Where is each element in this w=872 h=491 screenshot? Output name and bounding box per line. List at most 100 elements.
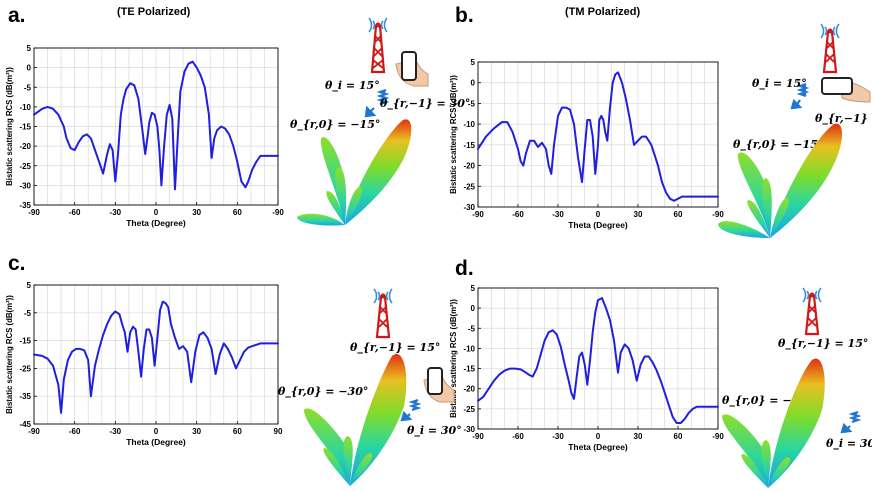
x-tick-label: 0	[596, 432, 601, 441]
x-tick-label: -90	[472, 432, 484, 441]
x-tick-label: -90	[28, 208, 40, 217]
theta-i-label-a: θ_i = 15°	[325, 79, 380, 93]
side-lobe	[741, 454, 768, 488]
y-tick-label: -20	[19, 142, 31, 151]
chart-panel-c: -90 -60 -30 0 30 60 90 5 -5 -15 -25 -35 -45 Theta (De…	[5, 281, 283, 447]
y-tick-label: 5	[27, 281, 32, 290]
panel-label-d: d.	[455, 257, 474, 280]
side-lobe	[297, 213, 345, 226]
x-tick-label: 60	[233, 208, 242, 217]
illustration-d: θ_{r,−1} = 15° θ_{r,0} = −30° θ_i = 30°	[722, 287, 872, 488]
x-tick-label: -60	[69, 208, 81, 217]
y-tick-label: 5	[471, 58, 476, 67]
y-tick-label: -5	[468, 99, 476, 108]
x-tick-label: -30	[110, 208, 122, 217]
y-tick-label: -15	[19, 123, 31, 132]
y-tick-label: -25	[19, 162, 31, 171]
side-lobe	[326, 191, 345, 225]
panel-label-a: a.	[8, 4, 26, 27]
y-tick-label: 0	[27, 64, 32, 73]
x-tick-label: -90	[472, 210, 484, 219]
y-axis-label: Bistatic scattering RCS (dB(m²))	[449, 75, 458, 194]
theta-r-minus1-label-b: θ_{r,−1} = 30°	[815, 112, 872, 126]
x-tick-label: -60	[69, 427, 81, 436]
theta-r0-label-a: θ_{r,0} = −15°	[290, 118, 380, 132]
y-tick-label: -35	[19, 392, 31, 401]
smartphone-icon	[423, 367, 455, 403]
theta-r-minus1-label-d: θ_{r,−1} = 15°	[778, 337, 868, 351]
y-tick-label: -20	[463, 385, 475, 394]
x-tick-label: -60	[512, 432, 524, 441]
theta-r-minus1-label-c: θ_{r,−1} = 15°	[350, 341, 440, 355]
side-lobe	[335, 167, 347, 225]
specular-lobe	[737, 152, 770, 238]
incident-wave-icon	[840, 410, 862, 434]
x-tick-label: 0	[596, 210, 601, 219]
x-axis-label: Theta (Degree)	[568, 442, 628, 452]
specular-lobe	[304, 408, 350, 486]
x-tick-label: 30	[634, 432, 643, 441]
y-tick-label: -20	[463, 162, 475, 171]
panel-label-b: b.	[455, 4, 474, 27]
radiation-pattern-b	[718, 123, 843, 238]
smartphone-icon	[395, 51, 429, 87]
incident-wave-icon	[400, 398, 422, 422]
series-line	[33, 60, 279, 191]
x-tick-label: 30	[192, 208, 201, 217]
x-tick-label: -60	[512, 210, 524, 219]
y-tick-label: -10	[463, 120, 475, 129]
radiation-pattern-d	[722, 358, 825, 488]
x-axis-label: Theta (Degree)	[126, 218, 186, 228]
theta-r-minus1-label-a: θ_{r,−1} = 30°	[380, 97, 470, 111]
y-tick-label: -5	[24, 83, 32, 92]
x-tick-label: -30	[552, 432, 564, 441]
side-lobe	[770, 197, 789, 238]
panel-title-b: (TM Polarized)	[565, 6, 641, 18]
x-tick-label: -30	[552, 210, 564, 219]
side-lobe	[747, 200, 770, 238]
cell-tower-icon	[373, 288, 393, 339]
specular-lobe	[722, 414, 768, 488]
x-tick-label: 60	[233, 427, 242, 436]
x-tick-label: -90	[712, 432, 724, 441]
theta-r0-label-c: θ_{r,0} = −30°	[278, 385, 368, 399]
x-tick-label: 30	[634, 210, 643, 219]
incident-wave-icon	[790, 82, 810, 110]
chart-panel-a: -90 -60 -30 0 30 60 -90 5 0 -5 -10 -15 -20 -25 -30 -35 T…	[5, 44, 284, 228]
y-tick-label: 0	[471, 79, 476, 88]
cell-tower-icon	[820, 23, 840, 74]
y-tick-label: -15	[463, 141, 475, 150]
y-tick-label: -15	[463, 365, 475, 374]
side-lobe	[345, 186, 362, 225]
side-lobe	[718, 221, 770, 238]
y-tick-label: 5	[27, 44, 32, 53]
side-lobe	[350, 453, 373, 486]
cell-tower-icon	[368, 17, 388, 74]
theta-i-label-c: θ_i = 30°	[407, 424, 462, 438]
main-lobe	[345, 119, 412, 225]
x-tick-label: -30	[110, 427, 122, 436]
y-axis-label: Bistatic scattering RCS (dB(m²))	[5, 295, 14, 414]
y-tick-label: -30	[463, 425, 475, 434]
specular-lobe	[320, 137, 345, 225]
y-tick-label: -5	[24, 309, 32, 318]
radiation-pattern-c	[304, 354, 407, 486]
radiation-pattern-a	[297, 119, 412, 226]
y-tick-label: -10	[463, 344, 475, 353]
x-tick-label: 60	[674, 432, 683, 441]
y-tick-label: -30	[19, 181, 31, 190]
main-lobe	[768, 358, 825, 488]
x-tick-label: 0	[154, 208, 159, 217]
y-tick-label: -25	[463, 405, 475, 414]
chart-panel-d: -90 -60 -30 0 30 60 -90 5 0 -5 -10 -15 -20 -25 -30 Thet…	[449, 284, 724, 452]
x-tick-label: -90	[272, 208, 284, 217]
x-tick-label: -90	[712, 210, 724, 219]
y-tick-label: -5	[468, 324, 476, 333]
y-tick-label: -25	[463, 182, 475, 191]
theta-i-label-d: θ_i = 30°	[826, 437, 872, 451]
illustration-c: θ_{r,−1} = 15° θ_{r,0} = −30° θ_i = 30°	[278, 288, 462, 486]
x-tick-label: -90	[28, 427, 40, 436]
y-axis-label: Bistatic scattering RCS (dB(m²))	[5, 67, 14, 186]
side-lobe	[762, 178, 772, 238]
